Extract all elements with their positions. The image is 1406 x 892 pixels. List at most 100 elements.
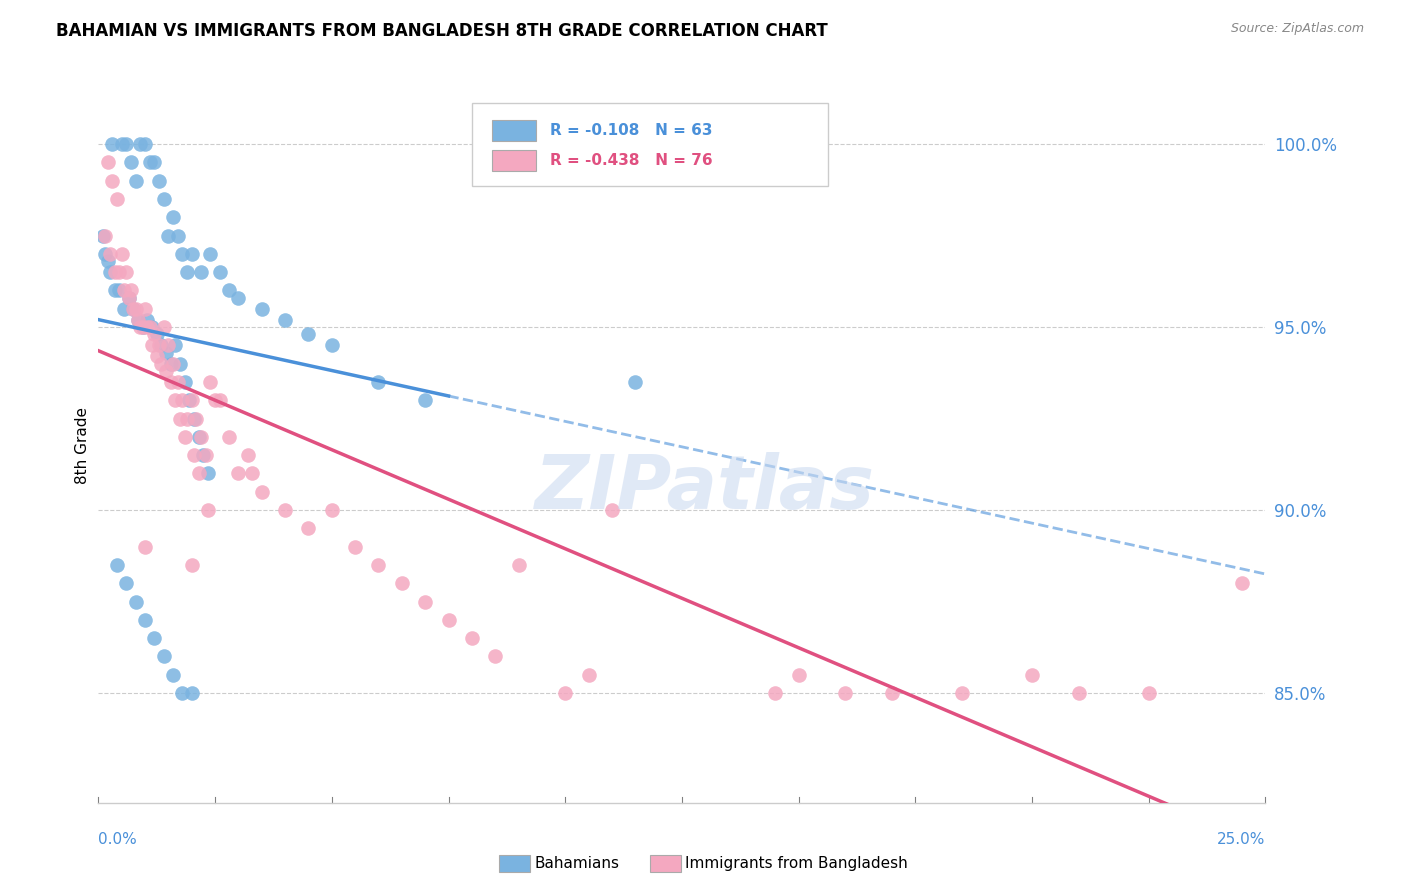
- Point: [624, 375, 647, 389]
- Point: [763, 686, 786, 700]
- Point: [120, 284, 142, 298]
- Text: ZIPatlas: ZIPatlas: [536, 452, 876, 525]
- Point: [321, 338, 343, 352]
- Point: [122, 301, 145, 316]
- Point: [155, 364, 177, 378]
- Point: [152, 320, 174, 334]
- Point: [139, 155, 162, 169]
- Point: [105, 192, 128, 206]
- Point: [197, 503, 219, 517]
- Point: [274, 503, 297, 517]
- Point: [321, 503, 343, 517]
- Point: [172, 247, 194, 261]
- Text: BAHAMIAN VS IMMIGRANTS FROM BANGLADESH 8TH GRADE CORRELATION CHART: BAHAMIAN VS IMMIGRANTS FROM BANGLADESH 8…: [56, 22, 828, 40]
- Point: [120, 155, 142, 169]
- Point: [193, 448, 215, 462]
- Point: [834, 686, 856, 700]
- Point: [108, 284, 131, 298]
- Point: [152, 192, 174, 206]
- Point: [600, 503, 623, 517]
- Point: [134, 540, 156, 554]
- FancyBboxPatch shape: [492, 150, 536, 171]
- Point: [1230, 576, 1253, 591]
- Point: [127, 312, 149, 326]
- Point: [242, 467, 264, 481]
- Point: [172, 393, 194, 408]
- Point: [190, 265, 212, 279]
- Point: [187, 430, 209, 444]
- Point: [554, 686, 576, 700]
- Point: [208, 265, 231, 279]
- Point: [297, 521, 319, 535]
- Point: [413, 393, 436, 408]
- Point: [112, 284, 135, 298]
- Point: [190, 430, 212, 444]
- Point: [155, 345, 177, 359]
- Point: [118, 291, 141, 305]
- Point: [162, 357, 184, 371]
- Point: [180, 393, 202, 408]
- Point: [197, 467, 219, 481]
- Point: [101, 137, 124, 152]
- Point: [218, 430, 240, 444]
- Point: [250, 484, 273, 499]
- Text: R = -0.438   N = 76: R = -0.438 N = 76: [550, 153, 713, 168]
- Point: [143, 155, 166, 169]
- Point: [1021, 667, 1043, 681]
- Point: [141, 338, 163, 352]
- Point: [159, 357, 181, 371]
- Point: [141, 320, 163, 334]
- Point: [297, 327, 319, 342]
- Point: [125, 301, 148, 316]
- Point: [413, 594, 436, 608]
- Point: [105, 558, 128, 572]
- Point: [129, 320, 152, 334]
- Point: [148, 338, 170, 352]
- Point: [94, 228, 117, 243]
- Point: [134, 613, 156, 627]
- Point: [129, 137, 152, 152]
- Point: [150, 357, 173, 371]
- Point: [162, 211, 184, 225]
- Point: [169, 357, 191, 371]
- FancyBboxPatch shape: [492, 120, 536, 141]
- Point: [134, 137, 156, 152]
- Point: [127, 312, 149, 326]
- Point: [180, 558, 202, 572]
- Point: [97, 254, 120, 268]
- Point: [97, 155, 120, 169]
- Point: [91, 228, 114, 243]
- Point: [218, 284, 240, 298]
- Point: [98, 247, 121, 261]
- Point: [136, 312, 159, 326]
- Point: [186, 411, 208, 425]
- Point: [228, 291, 250, 305]
- Point: [787, 667, 810, 681]
- Point: [132, 320, 155, 334]
- Point: [146, 349, 169, 363]
- Point: [148, 174, 170, 188]
- Point: [176, 411, 198, 425]
- Point: [98, 265, 121, 279]
- Point: [146, 327, 169, 342]
- Point: [159, 375, 181, 389]
- Point: [111, 247, 134, 261]
- Text: 0.0%: 0.0%: [98, 832, 138, 847]
- FancyBboxPatch shape: [472, 103, 828, 186]
- Point: [169, 411, 191, 425]
- Point: [122, 301, 145, 316]
- Point: [274, 312, 297, 326]
- Point: [132, 320, 155, 334]
- Point: [236, 448, 259, 462]
- Point: [165, 393, 187, 408]
- Point: [143, 327, 166, 342]
- Point: [578, 667, 600, 681]
- Point: [367, 375, 389, 389]
- Point: [125, 174, 148, 188]
- Point: [179, 393, 201, 408]
- Point: [150, 338, 173, 352]
- Point: [94, 247, 117, 261]
- Point: [173, 430, 195, 444]
- Point: [173, 375, 195, 389]
- Point: [183, 448, 205, 462]
